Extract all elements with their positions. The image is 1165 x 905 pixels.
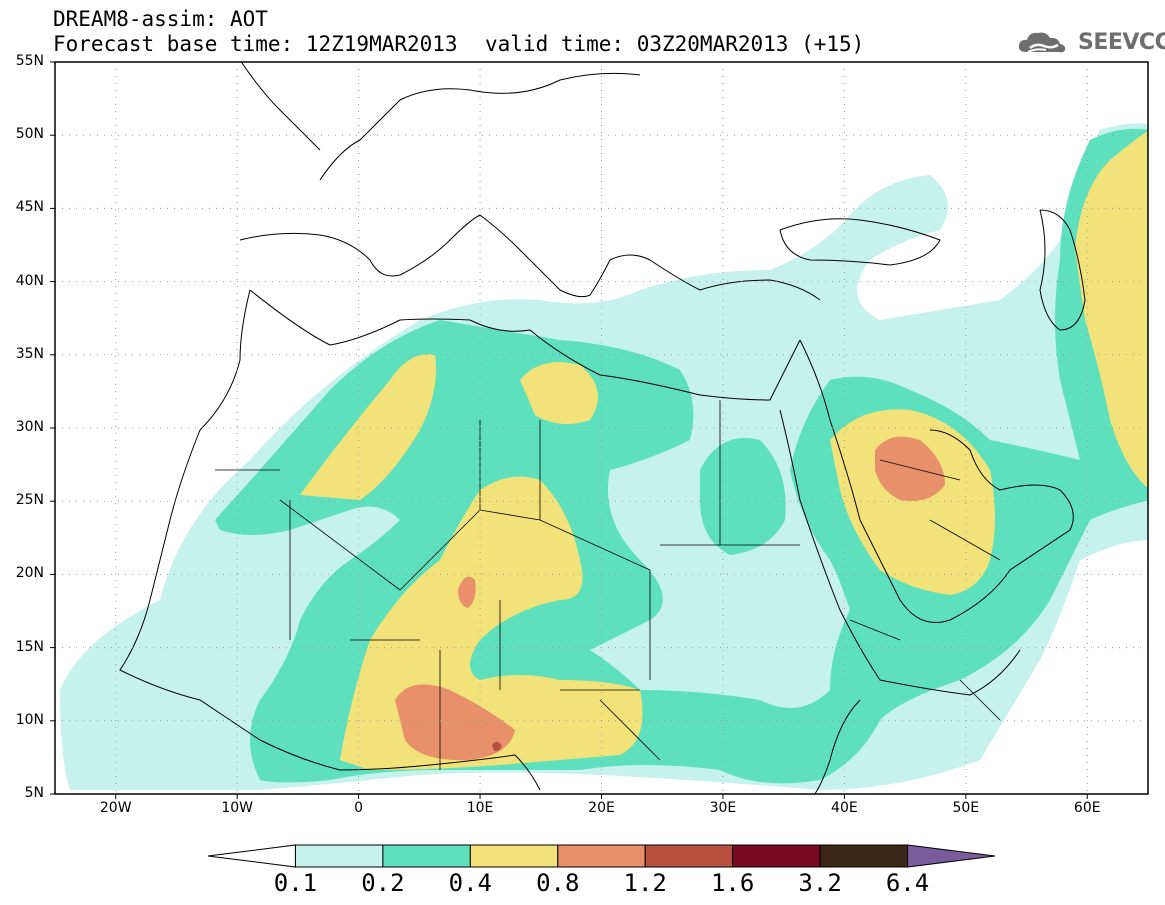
aot-band-0.4-0.8-nw [300, 354, 436, 500]
aot-band-0.8-1.2-arabia [875, 436, 945, 501]
colorbar-label: 1.6 [710, 869, 755, 897]
lat-tick-label: 15N [15, 638, 44, 655]
lon-tick-label: 60E [1073, 800, 1101, 816]
colorbar-swatch [819, 844, 909, 868]
colorbar [207, 844, 996, 868]
colorbar-label: 1.2 [623, 869, 667, 897]
lat-tick-label: 45N [15, 199, 44, 216]
lon-tick-label: 20W [99, 800, 132, 816]
cloud-icon [1018, 32, 1066, 53]
seevccc-logo: SEEVCCC [1018, 28, 1165, 56]
lat-tick-label: 5N [24, 785, 44, 801]
lon-tick-label: 10E [466, 800, 494, 816]
lat-tick-label: 10N [15, 711, 44, 728]
lon-tick-label: 10W [221, 800, 253, 816]
lat-tick-label: 20N [15, 565, 44, 582]
axis-ticks [50, 61, 1088, 799]
europe-coastline [239, 62, 821, 301]
colorbar-swatch [907, 844, 996, 868]
lat-tick-label: 25N [15, 492, 44, 509]
colorbar-swatch [469, 844, 559, 868]
colorbar-label: 0.4 [448, 869, 492, 897]
colorbar-swatch [294, 844, 384, 868]
colorbar-swatch [557, 844, 646, 868]
africa-coastline [119, 289, 1021, 794]
colorbar-label: 0.8 [536, 869, 580, 897]
colorbar-swatch [644, 844, 734, 868]
lon-tick-label: 30E [709, 800, 737, 816]
colorbar-swatch [382, 844, 471, 868]
forecast-base-time: Forecast base time: 12Z19MAR2013 [53, 32, 458, 56]
colorbar-label: 0.2 [361, 869, 405, 897]
coastlines [119, 62, 1086, 794]
lon-tick-label: 20E [588, 800, 615, 816]
colorbar-label: 6.4 [885, 869, 930, 897]
lat-tick-label: 55N [15, 53, 44, 69]
aot-band-0.4-0.8-caspian [1075, 131, 1148, 489]
aot-band-0.8-1.2-niger [458, 576, 476, 608]
aot-band-0.8-1.2-nigeria [395, 684, 515, 761]
lon-tick-label: 40E [831, 800, 858, 816]
aot-band-0.4-0.8-libya [520, 362, 598, 424]
aot-contours [60, 123, 1148, 790]
lat-tick-label: 30N [15, 419, 44, 435]
political-borders [215, 400, 1001, 770]
valid-time: valid time: 03Z20MAR2013 (+15) [485, 32, 865, 56]
colorbar-swatch [207, 844, 296, 868]
lon-tick-label: 50E [952, 800, 980, 816]
caspian-coastline [1039, 209, 1086, 331]
lat-tick-label: 40N [15, 272, 44, 289]
black-sea-coastline [779, 218, 941, 266]
map-grid [55, 62, 1148, 794]
colorbar-label: 3.2 [798, 869, 842, 897]
arabia-coastline [799, 339, 1074, 623]
aot-band-0.4-0.8-arabia [830, 409, 995, 595]
chart-title: DREAM8-assim: AOT [53, 7, 268, 31]
aot-band-0.2-0.4-east [700, 438, 786, 555]
lat-tick-label: 35N [15, 345, 44, 362]
lon-tick-label: 0 [354, 800, 364, 816]
colorbar-label: 0.1 [273, 869, 318, 897]
logo-text: SEEVCCC [1078, 30, 1165, 55]
lat-tick-label: 50N [15, 126, 44, 143]
colorbar-swatch [732, 844, 821, 868]
aot-band-1.2-1.6 [492, 741, 502, 752]
